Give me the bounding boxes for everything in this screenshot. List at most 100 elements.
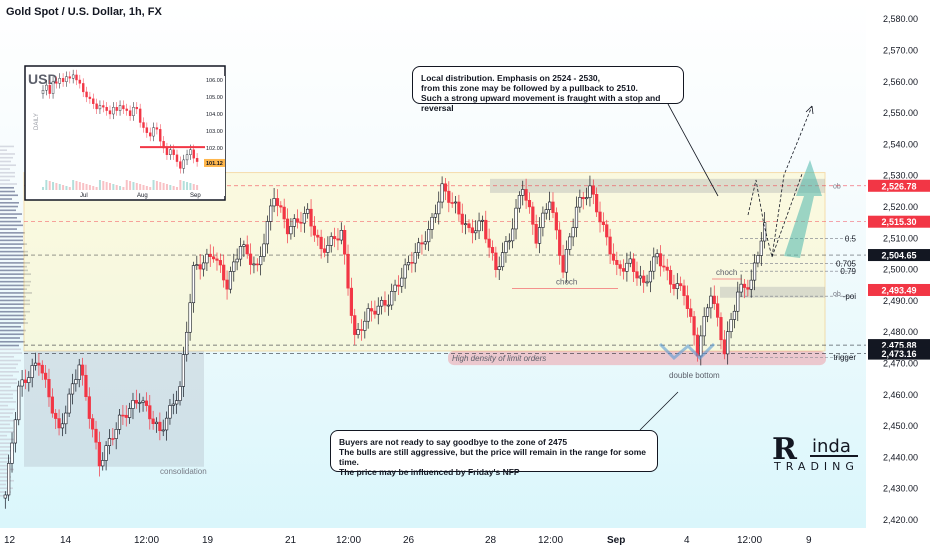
limit-orders-zone bbox=[448, 350, 826, 366]
volume-profile-bar bbox=[0, 198, 12, 200]
level-label: 0.705 bbox=[836, 259, 857, 268]
level-label: -poi bbox=[843, 292, 857, 301]
volume-profile-bar bbox=[0, 337, 20, 339]
inset-volume-bar bbox=[122, 187, 125, 190]
volume-profile-bar bbox=[0, 145, 14, 148]
candle-body bbox=[201, 262, 206, 270]
inset-candle-body bbox=[165, 147, 169, 156]
candle-body bbox=[380, 300, 384, 307]
volume-profile-bar bbox=[0, 190, 15, 193]
volume-profile-bar bbox=[0, 408, 15, 411]
inset-volume-bar bbox=[68, 187, 71, 190]
candle-body bbox=[541, 212, 545, 228]
volume-profile-bar bbox=[0, 464, 8, 467]
callout-bottom: Buyers are not ready to say goodbye to t… bbox=[330, 430, 658, 477]
candle-body bbox=[346, 253, 350, 289]
inset-volume-bar bbox=[192, 184, 195, 190]
candle-body bbox=[228, 271, 233, 290]
candle-body bbox=[464, 223, 468, 226]
candle-body bbox=[601, 221, 605, 225]
candle-body bbox=[269, 205, 273, 222]
candle-body bbox=[477, 220, 481, 232]
level-label: trigger bbox=[833, 353, 856, 362]
volume-profile-bar bbox=[0, 217, 17, 219]
volume-profile-bar bbox=[0, 476, 11, 478]
candle-body bbox=[598, 211, 602, 223]
candle-body bbox=[124, 414, 128, 418]
candle-body bbox=[138, 402, 142, 404]
candle-body bbox=[215, 258, 219, 261]
candle-body bbox=[107, 438, 112, 446]
choch-label: choch bbox=[556, 277, 577, 286]
volume-profile-bar bbox=[0, 160, 11, 163]
candle-body bbox=[393, 284, 397, 292]
candle-body bbox=[618, 264, 622, 269]
candle-body bbox=[57, 418, 61, 429]
inset-candle-body bbox=[118, 105, 122, 111]
candle-body bbox=[134, 400, 138, 404]
inset-candle-body bbox=[189, 149, 192, 155]
x-tick-label: 12:00 bbox=[134, 535, 159, 546]
inset-candle-body bbox=[152, 127, 155, 137]
candle-body bbox=[383, 300, 387, 306]
candle-body bbox=[729, 319, 733, 333]
volume-profile-bar bbox=[0, 232, 25, 234]
volume-profile-bar bbox=[0, 371, 19, 373]
volume-profile-bar bbox=[0, 194, 18, 197]
price-badge bbox=[868, 249, 930, 262]
inset-candle-body bbox=[145, 127, 149, 133]
candle-body bbox=[437, 201, 441, 215]
candle-body bbox=[366, 308, 370, 322]
candle-body bbox=[517, 195, 521, 209]
candle-body bbox=[467, 223, 471, 229]
inset-volume-bar bbox=[145, 186, 148, 190]
candle-body bbox=[259, 256, 263, 266]
x-tick-label: 9 bbox=[806, 535, 812, 546]
candle-body bbox=[70, 383, 75, 395]
volume-profile-bar bbox=[0, 333, 24, 336]
inset-y-tick: 104.00 bbox=[206, 112, 223, 118]
candle-body bbox=[581, 197, 585, 200]
inset-volume-bar bbox=[109, 183, 111, 190]
x-tick-label: 26 bbox=[403, 535, 415, 546]
inset-volume-bar bbox=[75, 181, 78, 190]
candle-body bbox=[635, 271, 639, 279]
callout-top-line-3: Such a strong upward movement is fraught… bbox=[421, 93, 661, 113]
candle-body bbox=[242, 244, 246, 247]
candle-body bbox=[205, 253, 209, 264]
inset-volume-bar bbox=[112, 184, 115, 190]
candle-body bbox=[238, 246, 243, 260]
candle-body bbox=[235, 258, 239, 263]
volume-profile-bar bbox=[0, 307, 24, 309]
volume-profile-bar bbox=[0, 265, 27, 268]
callout-bottom-line-3: The price may be influenced by Friday's … bbox=[339, 467, 520, 477]
inset-candle-body bbox=[65, 76, 68, 82]
volume-profile-bar bbox=[0, 449, 14, 452]
price-badge-label: 2,493.49 bbox=[881, 285, 916, 295]
inset-volume-bar bbox=[155, 181, 158, 190]
volume-profile-bar bbox=[0, 186, 14, 189]
inset-volume-bar bbox=[196, 185, 199, 190]
price-badge bbox=[868, 179, 930, 192]
volume-profile-bar bbox=[0, 340, 25, 343]
candle-body bbox=[564, 249, 569, 273]
inset-candle-body bbox=[95, 103, 98, 110]
candle-body bbox=[356, 329, 360, 335]
candle-body bbox=[33, 362, 38, 366]
x-tick-label: 12 bbox=[4, 535, 16, 546]
x-tick-label: 19 bbox=[202, 535, 214, 546]
volume-profile-bar bbox=[0, 284, 30, 287]
candle-body bbox=[608, 236, 612, 255]
candle-body bbox=[27, 377, 31, 383]
candle-body bbox=[7, 463, 11, 496]
candle-body bbox=[652, 256, 656, 272]
x-tick-label: 12:00 bbox=[336, 535, 361, 546]
price-badge bbox=[868, 215, 930, 228]
y-tick-label: 2,470.00 bbox=[883, 359, 918, 369]
candle-body bbox=[447, 190, 451, 203]
candle-body bbox=[396, 284, 401, 287]
candle-body bbox=[423, 241, 427, 245]
candle-body bbox=[255, 263, 259, 266]
candle-body bbox=[732, 310, 737, 320]
